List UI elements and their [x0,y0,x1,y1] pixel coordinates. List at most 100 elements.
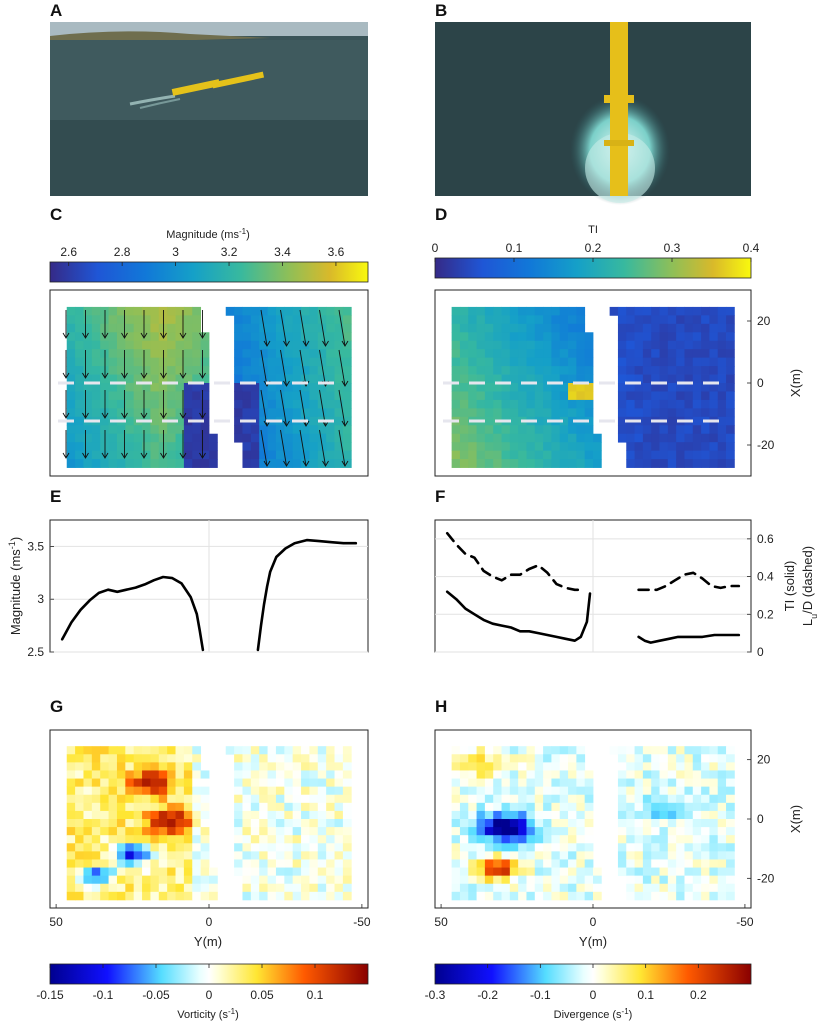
panel-d-cell [617,416,627,426]
panel-c-cell [342,332,352,342]
panel-d-cell [509,374,519,384]
panel-c-cell [309,323,319,333]
panel-d-cell [676,357,685,367]
panel-c-cell [116,408,126,418]
panel-c-cell [167,391,176,401]
panel-h-cell [676,762,685,771]
panel-c-cell [259,416,268,426]
panel-c-cell [192,425,202,435]
panel-g-cell [334,827,344,836]
panel-h-cell [726,835,735,844]
panel-c-cell [326,306,335,316]
panel-d-cell [476,366,486,375]
panel-d-cell [684,399,694,409]
panel-d-cell [676,340,685,350]
panel-d-cell [692,450,702,460]
panel-c-cell [183,323,193,333]
panel-d-cell [634,357,644,367]
panel-c-cell [301,442,310,452]
panel-g-cell [75,851,84,860]
panel-c-cell [108,408,118,418]
panel-g-cell [108,883,118,893]
panel-h-cell [676,835,685,844]
panel-c-cell [292,315,302,325]
panel-d-cell [484,374,494,384]
panel-d-cell [642,340,652,350]
panel-c-cell [284,399,294,409]
panel-c-cell [317,450,327,460]
panel-h-cell [493,843,502,852]
panel-d-cell [518,383,527,392]
panel-c-cell [167,399,176,409]
panel-d-cell [534,408,544,418]
panel-g-cell [83,762,93,771]
panel-g-cell [275,843,285,852]
panel-g-cell [116,891,126,901]
panel-h-cell [451,843,461,852]
panel-d-cell [701,374,710,384]
panel-d-cell [584,332,594,342]
panel-g-cell [108,867,118,877]
panel-g-cell [334,859,344,868]
panel-g-cell [125,883,135,893]
panel-c-cell [150,459,160,468]
panel-c-cell [326,366,335,375]
panel-c-cell [125,450,135,460]
panel-g-cell [326,891,335,901]
panel-d-cell [543,459,552,468]
panel-g-cell [150,843,160,852]
panel-d-cell [551,450,561,460]
velocity-vector-head [179,452,187,459]
panel-h-cell [634,835,644,844]
panel-c-cell [167,450,176,460]
panel-g-cell [267,786,277,796]
panel-d-cell [659,433,669,443]
panel-h-cell [684,859,694,868]
panel-h-cell [493,746,502,755]
panel-h-cell [484,835,494,844]
panel-h-cell [468,883,477,893]
panel-d-cell [526,323,536,333]
panel-c-cell [250,383,260,392]
panel-d-cell [584,383,594,392]
panel-h-cell [451,762,461,771]
panel-c-cell [334,315,344,325]
panel-c-cell [91,306,101,316]
panel-c-cell [292,425,302,435]
panel-g-cell [342,786,352,796]
panel-d-cell [617,323,627,333]
panel-h-cell [584,786,594,796]
panel-d-cell [451,306,461,316]
panel-d-cell [659,357,669,367]
panel-c-cell [133,366,143,375]
panel-g-cell [234,762,243,771]
panel-d-cell [634,349,644,359]
panel-c-cell [108,349,118,359]
panel-h-cell [543,883,552,893]
panel-d-cell [617,408,627,418]
panel-c-cell [175,306,185,316]
panel-c-cell [259,459,268,468]
panel-d-cell [468,315,477,325]
panel-d-cell [551,315,561,325]
panel-d-cell [709,374,719,384]
panel-g-cell [125,762,135,771]
panel-h-cell [543,867,552,877]
panel-c-cell [267,349,277,359]
panel-h-cell [626,778,635,788]
panel-c-cell [66,459,76,468]
panel-h-cell [593,875,602,885]
panel-h-cell [526,843,536,852]
panel-h-cell [709,794,719,804]
panel-c-cell [133,425,143,435]
panel-g-cell [83,786,93,796]
panel-g-cell [75,827,84,836]
panel-g-cell [326,810,335,820]
panel-d-cell [692,374,702,384]
panel-h-cell [534,819,544,828]
panel-d-cell [468,340,477,350]
panel-h-cell [651,859,660,868]
panel-c-cell [234,433,243,443]
panel-d-cell [667,340,677,350]
panel-d-cell [518,442,527,452]
